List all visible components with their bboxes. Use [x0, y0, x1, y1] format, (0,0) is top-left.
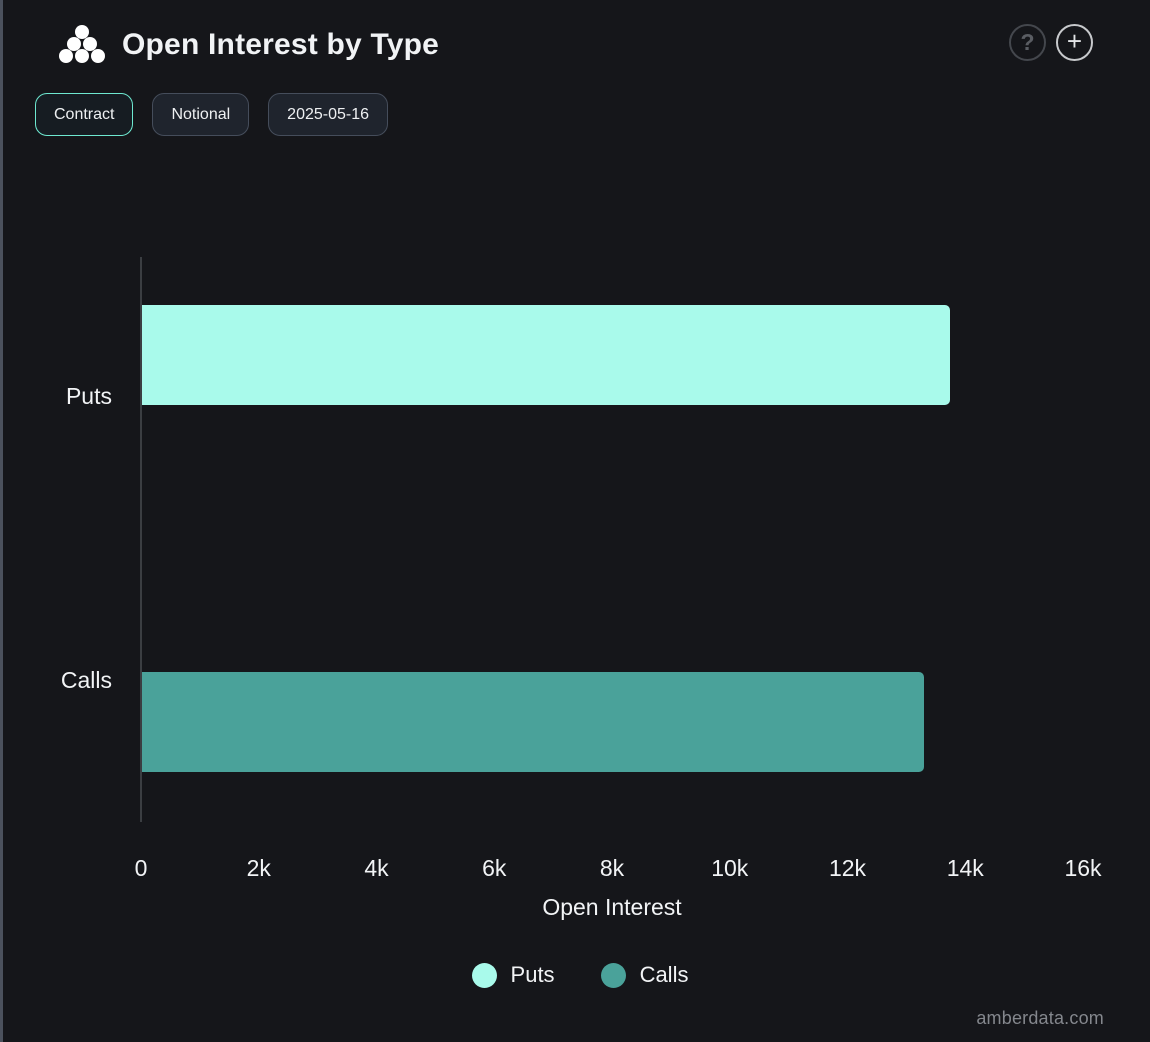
- chart-bar-calls[interactable]: [142, 672, 924, 772]
- x-tick-label: 0: [134, 855, 148, 881]
- page-title: Open Interest by Type: [122, 28, 440, 61]
- x-tick-label: 2k: [246, 855, 271, 881]
- amberdata-logo-icon: [59, 25, 105, 63]
- chart-legend: Puts Calls: [0, 962, 1150, 988]
- x-tick-label: 6k: [482, 855, 507, 881]
- contract-toggle-button[interactable]: Contract: [35, 93, 134, 136]
- help-glyph: ?: [1020, 29, 1035, 55]
- x-tick-label: 4k: [364, 855, 389, 881]
- add-icon[interactable]: +: [1056, 24, 1093, 61]
- help-icon[interactable]: ?: [1009, 24, 1046, 61]
- watermark: amberdata.com: [976, 1008, 1104, 1028]
- window-edge-divider: [0, 0, 3, 1042]
- legend-item-puts[interactable]: Puts: [471, 962, 555, 988]
- x-axis-title: Open Interest: [542, 894, 682, 920]
- legend-label: Calls: [639, 962, 689, 987]
- notional-toggle-button[interactable]: Notional: [152, 93, 250, 136]
- plus-glyph: +: [1066, 25, 1083, 56]
- x-tick-label: 12k: [828, 855, 867, 881]
- calls-legend-dot-icon: [600, 962, 626, 988]
- y-category-label-puts: Puts: [65, 383, 112, 409]
- y-axis-line: [140, 257, 142, 822]
- x-tick-label: 8k: [599, 855, 625, 881]
- x-tick-label: 16k: [1064, 855, 1102, 881]
- chart-bar-puts[interactable]: [142, 305, 950, 405]
- expiration-date-button[interactable]: 2025-05-16: [268, 93, 389, 136]
- legend-label: Puts: [510, 962, 555, 987]
- puts-legend-dot-icon: [471, 962, 497, 988]
- legend-item-calls[interactable]: Calls: [600, 962, 689, 988]
- x-tick-label: 14k: [946, 855, 984, 881]
- toolbar: Contract Notional 2025-05-16: [35, 93, 389, 136]
- widget-header: Open Interest by Type ? +: [0, 0, 1150, 80]
- x-tick-label: 10k: [711, 855, 749, 881]
- y-category-label-calls: Calls: [60, 667, 112, 693]
